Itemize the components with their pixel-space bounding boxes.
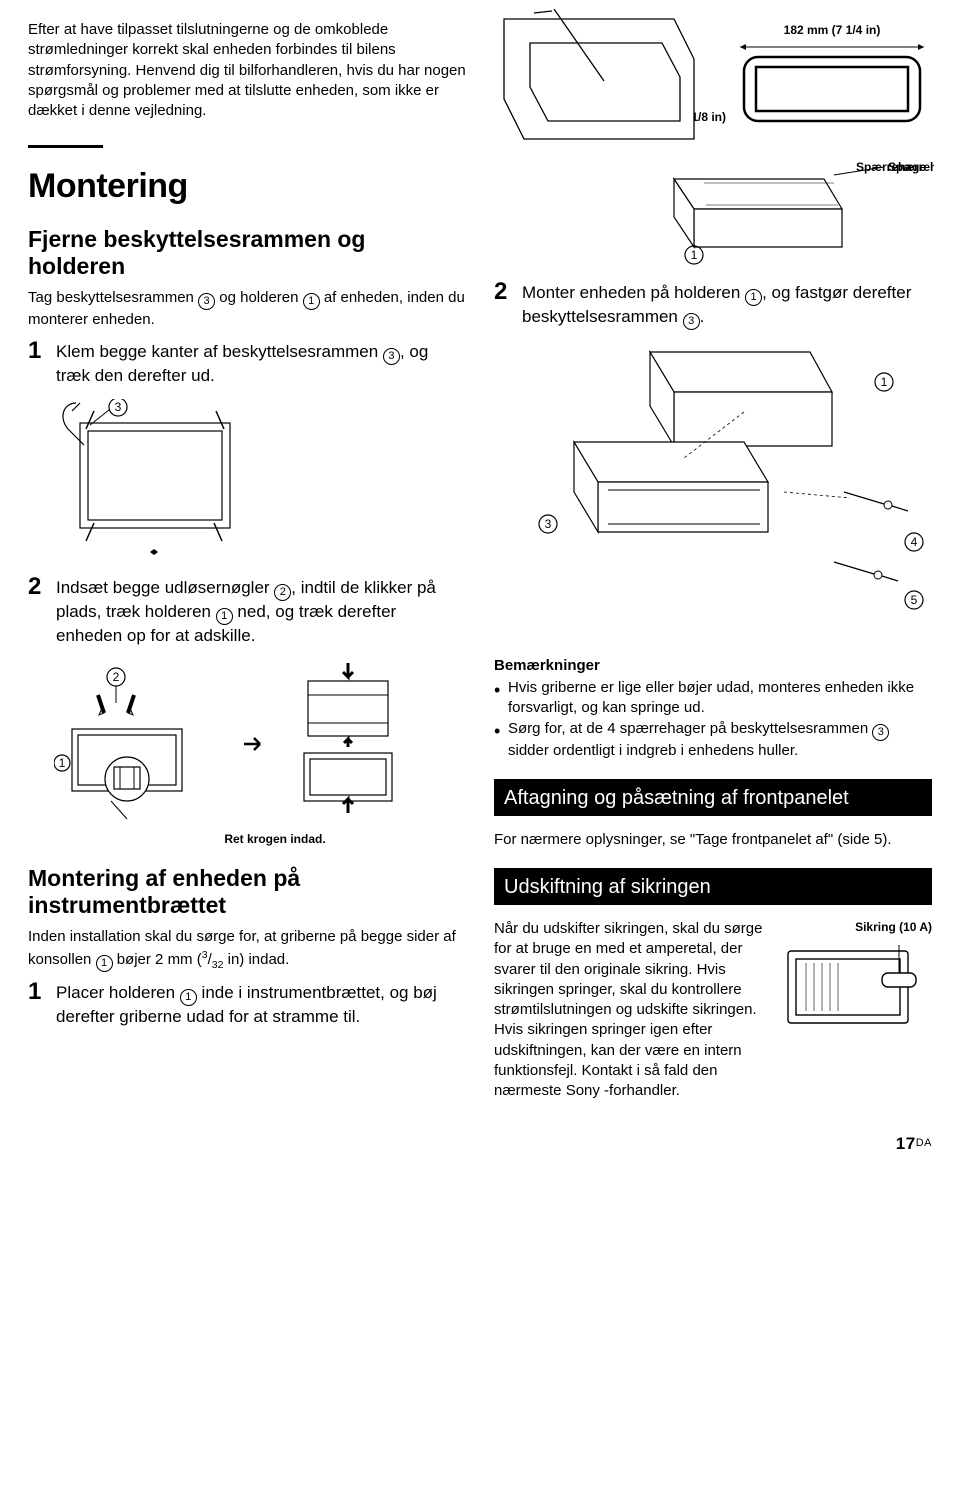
circled-3b: 3	[383, 348, 400, 365]
fuse-row: Når du udskifter sikringen, skal du sørg…	[494, 919, 932, 1109]
catch-label: Spærrehage	[856, 160, 926, 174]
page-number: 17	[896, 1134, 916, 1153]
svg-text:3: 3	[545, 517, 552, 531]
figure-release-keys: 2 1	[54, 659, 466, 829]
figure-frame-removal: 3	[54, 399, 466, 559]
circled-1d: 1	[180, 989, 197, 1006]
svg-text:1: 1	[881, 375, 888, 389]
page-columns: Efter at have tilpasset tilslutningerne …	[28, 20, 932, 1109]
circled-3r: 3	[683, 313, 700, 330]
step-1b-text: Placer holderen 1 inde i instrumentbrætt…	[56, 980, 466, 1028]
heading-monteringaf: Montering af enheden på instrumentbrætte…	[28, 865, 466, 919]
monteringaf-body: Inden installation skal du sørge for, at…	[28, 927, 466, 971]
step-1-item: 1 Klem begge kanter af beskyttelsesramme…	[28, 339, 466, 387]
right-column: 53 mm (2 1/8 in) 182 mm (7 1/4 in)	[494, 20, 932, 1109]
figure-fuse: Sikring (10 A)	[782, 919, 932, 1042]
page-suffix: DA	[916, 1137, 932, 1149]
arrow-right-icon	[242, 733, 268, 755]
left-column: Efter at have tilpasset tilslutningerne …	[28, 20, 466, 1109]
circled-3n: 3	[872, 724, 889, 741]
notes-block: Bemærkninger Hvis griberne er lige eller…	[494, 656, 932, 761]
fuse-caption: Sikring (10 A)	[782, 919, 932, 935]
step-1-text: Klem begge kanter af beskyttelsesrammen …	[56, 339, 466, 387]
intro-paragraph: Efter at have tilpasset tilslutningerne …	[28, 20, 466, 121]
figure-dashboard-opening: 53 mm (2 1/8 in) 182 mm (7 1/4 in)	[494, 20, 932, 149]
step-num-2r: 2	[494, 280, 512, 304]
circled-1c: 1	[96, 955, 113, 972]
step-2r-text: Monter enheden på holderen 1, og fastgør…	[522, 280, 932, 330]
circled-2: 2	[274, 584, 291, 601]
note-2: Sørg for, at de 4 spærrehager på beskytt…	[494, 719, 932, 761]
heading-montering: Montering	[28, 164, 466, 210]
aftagning-body: For nærmere oplysninger, se "Tage frontp…	[494, 830, 932, 850]
heading-fjerne: Fjerne beskyttelsesrammen og holderen	[28, 226, 466, 280]
circled-1r: 1	[745, 289, 762, 306]
hook-caption: Ret krogen indad.	[84, 831, 466, 847]
svg-text:5: 5	[911, 593, 918, 607]
circled-1: 1	[303, 293, 320, 310]
step-num-1b: 1	[28, 980, 46, 1004]
circled-1b: 1	[216, 608, 233, 625]
step-2r-item: 2 Monter enheden på holderen 1, og fastg…	[494, 280, 932, 330]
svg-text:3: 3	[115, 400, 122, 414]
svg-text:1: 1	[691, 248, 698, 262]
step-2-text: Indsæt begge udløsernøgler 2, indtil de …	[56, 575, 466, 647]
step-list-2: 2 Indsæt begge udløsernøgler 2, indtil d…	[28, 575, 466, 647]
svg-text:2: 2	[113, 670, 120, 684]
svg-text:4: 4	[911, 535, 918, 549]
udskiftning-body: Når du udskifter sikringen, skal du sørg…	[494, 919, 772, 1101]
step-list-1: 1 Klem begge kanter af beskyttelsesramme…	[28, 339, 466, 387]
fjerne-body: Tag beskyttelsesrammen 3 og holderen 1 a…	[28, 288, 466, 330]
section-divider	[28, 145, 103, 148]
svg-text:1: 1	[59, 756, 66, 770]
notes-heading: Bemærkninger	[494, 656, 932, 676]
heading-udskiftning: Udskiftning af sikringen	[494, 868, 932, 905]
circled-3: 3	[198, 293, 215, 310]
notes-list: Hvis griberne er lige eller bøjer udad, …	[494, 678, 932, 761]
figure-mounting-assembly: 1 3 4	[514, 342, 932, 632]
step-num-1: 1	[28, 339, 46, 363]
step-2-item: 2 Indsæt begge udløsernøgler 2, indtil d…	[28, 575, 466, 647]
step-list-right: 2 Monter enheden på holderen 1, og fastg…	[494, 280, 932, 330]
dim-182: 182 mm (7 1/4 in)	[784, 23, 881, 37]
step-1b-item: 1 Placer holderen 1 inde i instrumentbræ…	[28, 980, 466, 1028]
page-footer: 17DA	[28, 1133, 932, 1156]
heading-aftagning: Aftagning og påsætning af frontpanelet	[494, 779, 932, 816]
note-1: Hvis griberne er lige eller bøjer udad, …	[494, 678, 932, 719]
step-list-3: 1 Placer holderen 1 inde i instrumentbræ…	[28, 980, 466, 1028]
step-num-2: 2	[28, 575, 46, 599]
